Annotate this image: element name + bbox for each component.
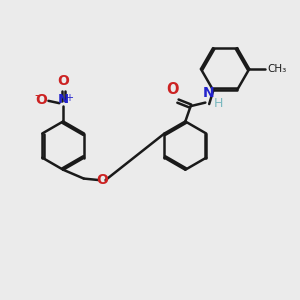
Text: +: + xyxy=(65,93,73,103)
Text: O: O xyxy=(57,74,69,88)
Text: O: O xyxy=(166,82,178,97)
Text: CH₃: CH₃ xyxy=(267,64,286,74)
Text: N: N xyxy=(202,86,214,100)
Text: N: N xyxy=(58,92,69,106)
Text: H: H xyxy=(213,97,223,110)
Text: -: - xyxy=(34,89,39,102)
Text: O: O xyxy=(36,93,48,106)
Text: O: O xyxy=(96,173,108,187)
